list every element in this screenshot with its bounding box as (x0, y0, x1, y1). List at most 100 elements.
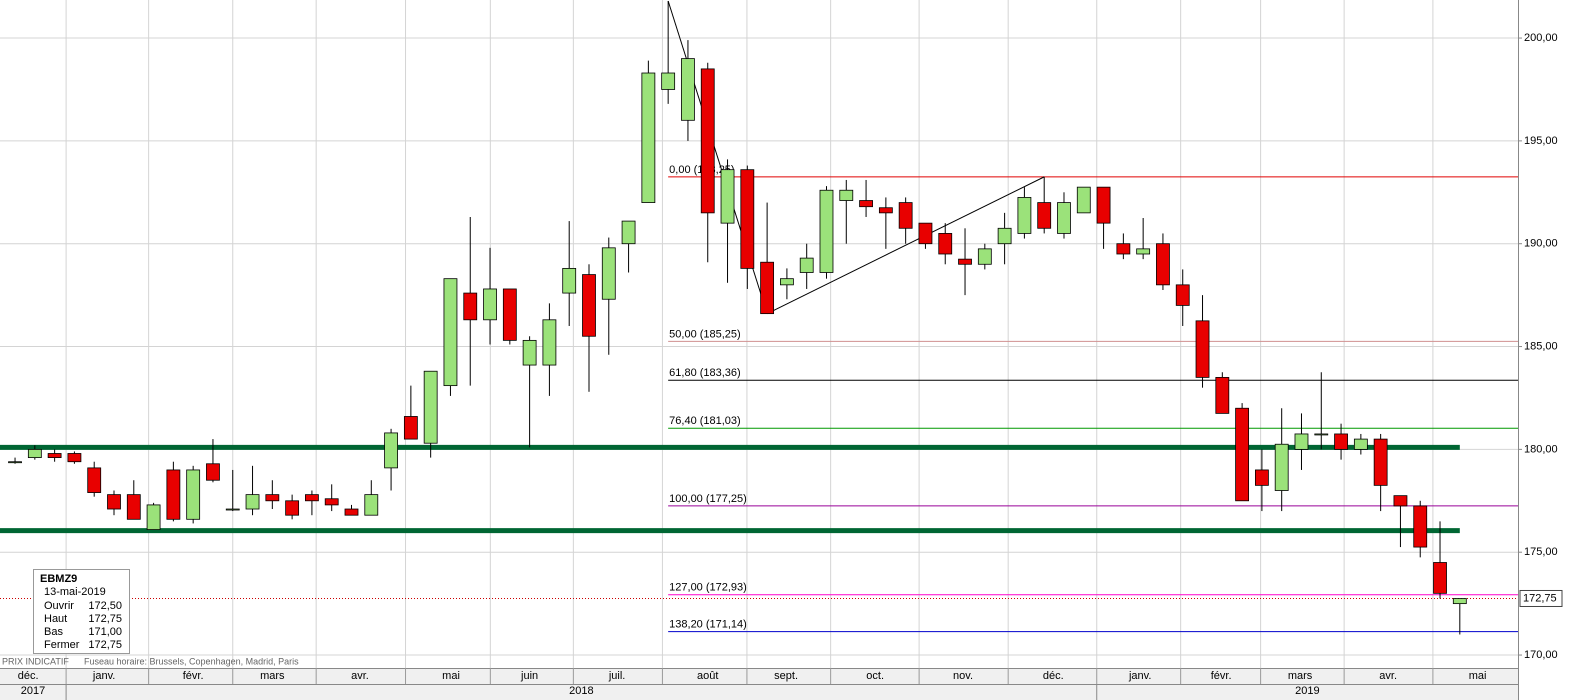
candle-body (186, 469, 201, 520)
candle-body (582, 274, 596, 337)
x-tick-label: août (697, 670, 718, 682)
x-tick-label: juin (520, 670, 538, 682)
x-tick-label: janv. (92, 670, 115, 682)
candle-body (1156, 243, 1170, 286)
candle-body (780, 278, 794, 286)
x-tick-label: janv. (1128, 670, 1151, 682)
candle-body (384, 432, 398, 469)
footer-note: PRIX INDICATIF (2, 656, 69, 666)
candle-body (364, 494, 379, 516)
candle-body (502, 288, 517, 341)
fib-label: 138,20 (171,14) (669, 619, 747, 631)
candle-body (1057, 202, 1071, 234)
candle-body (859, 200, 873, 208)
candle-body (403, 416, 418, 440)
year-label: 2019 (1295, 685, 1319, 697)
candle-body (443, 278, 458, 387)
x-tick-label: mars (1288, 670, 1313, 682)
candle-body (67, 453, 82, 463)
x-tick-label: avr. (351, 670, 369, 682)
candle-body (1096, 186, 1111, 224)
candle-body (601, 247, 616, 300)
candle-body (126, 494, 141, 520)
year-label: 2018 (569, 685, 593, 697)
info-frame (33, 569, 130, 654)
x-tick-label: mai (1469, 670, 1487, 682)
candle-body (1353, 438, 1368, 450)
x-tick-label: sept. (774, 670, 798, 682)
info-key: Ouvrir (44, 600, 74, 612)
candle-body (463, 292, 478, 321)
candle-body (522, 339, 537, 366)
candle-body (483, 288, 497, 321)
candle-body (977, 248, 992, 265)
candle-body (166, 469, 181, 520)
candle-body (285, 500, 300, 516)
candle-body (819, 189, 834, 273)
x-tick-label: févr. (1211, 670, 1232, 682)
candle-body (206, 463, 220, 481)
info-value: 171,00 (88, 626, 122, 638)
trend-line (766, 176, 1045, 315)
candle-body (87, 467, 102, 493)
fib-label: 61,80 (183,36) (669, 367, 741, 379)
candle-body (1215, 376, 1230, 414)
candle-body (760, 261, 775, 315)
candle-body (700, 68, 715, 214)
y-tick-label: 180,00 (1524, 443, 1558, 455)
x-tick-label: mai (442, 670, 460, 682)
candle-body (1235, 407, 1250, 502)
candle-body (839, 189, 854, 201)
candle-body (1175, 284, 1190, 306)
year-label: 2017 (21, 685, 45, 697)
candle-body (1017, 197, 1032, 234)
candle-body (641, 72, 656, 203)
candle-body (245, 494, 260, 510)
candles (8, 1, 1467, 635)
candle-body (47, 453, 62, 459)
candle-body (1136, 248, 1151, 255)
candle-body (305, 494, 319, 502)
candle-body (1393, 495, 1408, 507)
candle-body (562, 267, 577, 294)
x-tick-label: juil. (608, 670, 626, 682)
candle-body (324, 498, 339, 506)
info-key: Haut (44, 613, 67, 625)
y-tick-label: 170,00 (1524, 649, 1558, 661)
candle-body (1314, 433, 1329, 436)
x-tick-label: déc. (18, 670, 39, 682)
x-tick-label: nov. (953, 670, 973, 682)
info-symbol: EBMZ9 (40, 573, 77, 585)
candle-body (1413, 505, 1428, 548)
candle-body (958, 258, 972, 265)
candle-body (918, 222, 933, 245)
candle-body (878, 207, 893, 214)
candle-body (1037, 202, 1052, 229)
candle-body (997, 227, 1012, 245)
y-tick-label: 190,00 (1524, 238, 1558, 250)
candle-body (225, 508, 240, 511)
x-tick-label: mars (260, 670, 285, 682)
candle-body (898, 202, 913, 229)
fib-label: 50,00 (185,25) (669, 328, 741, 340)
last-price-box (1519, 589, 1563, 607)
fib-label: 100,00 (177,25) (669, 493, 747, 505)
candle-body (107, 494, 121, 510)
candle-body (1116, 243, 1131, 255)
info-value: 172,50 (88, 600, 122, 612)
x-tick-label: oct. (866, 670, 884, 682)
x-tick-label: avr. (1379, 670, 1397, 682)
info-value: 172,75 (88, 639, 122, 651)
candle-body (621, 220, 636, 245)
overlay: 0,00 (193,25)50,00 (185,25)61,80 (183,36… (0, 0, 1518, 633)
x-tick-label: févr. (183, 670, 204, 682)
y-tick-label: 200,00 (1524, 32, 1558, 44)
candle-body (1433, 562, 1447, 594)
info-key: Fermer (44, 639, 80, 651)
y-tick-label: 175,00 (1524, 546, 1558, 558)
info-value: 172,75 (88, 613, 122, 625)
candle-body (27, 448, 42, 459)
